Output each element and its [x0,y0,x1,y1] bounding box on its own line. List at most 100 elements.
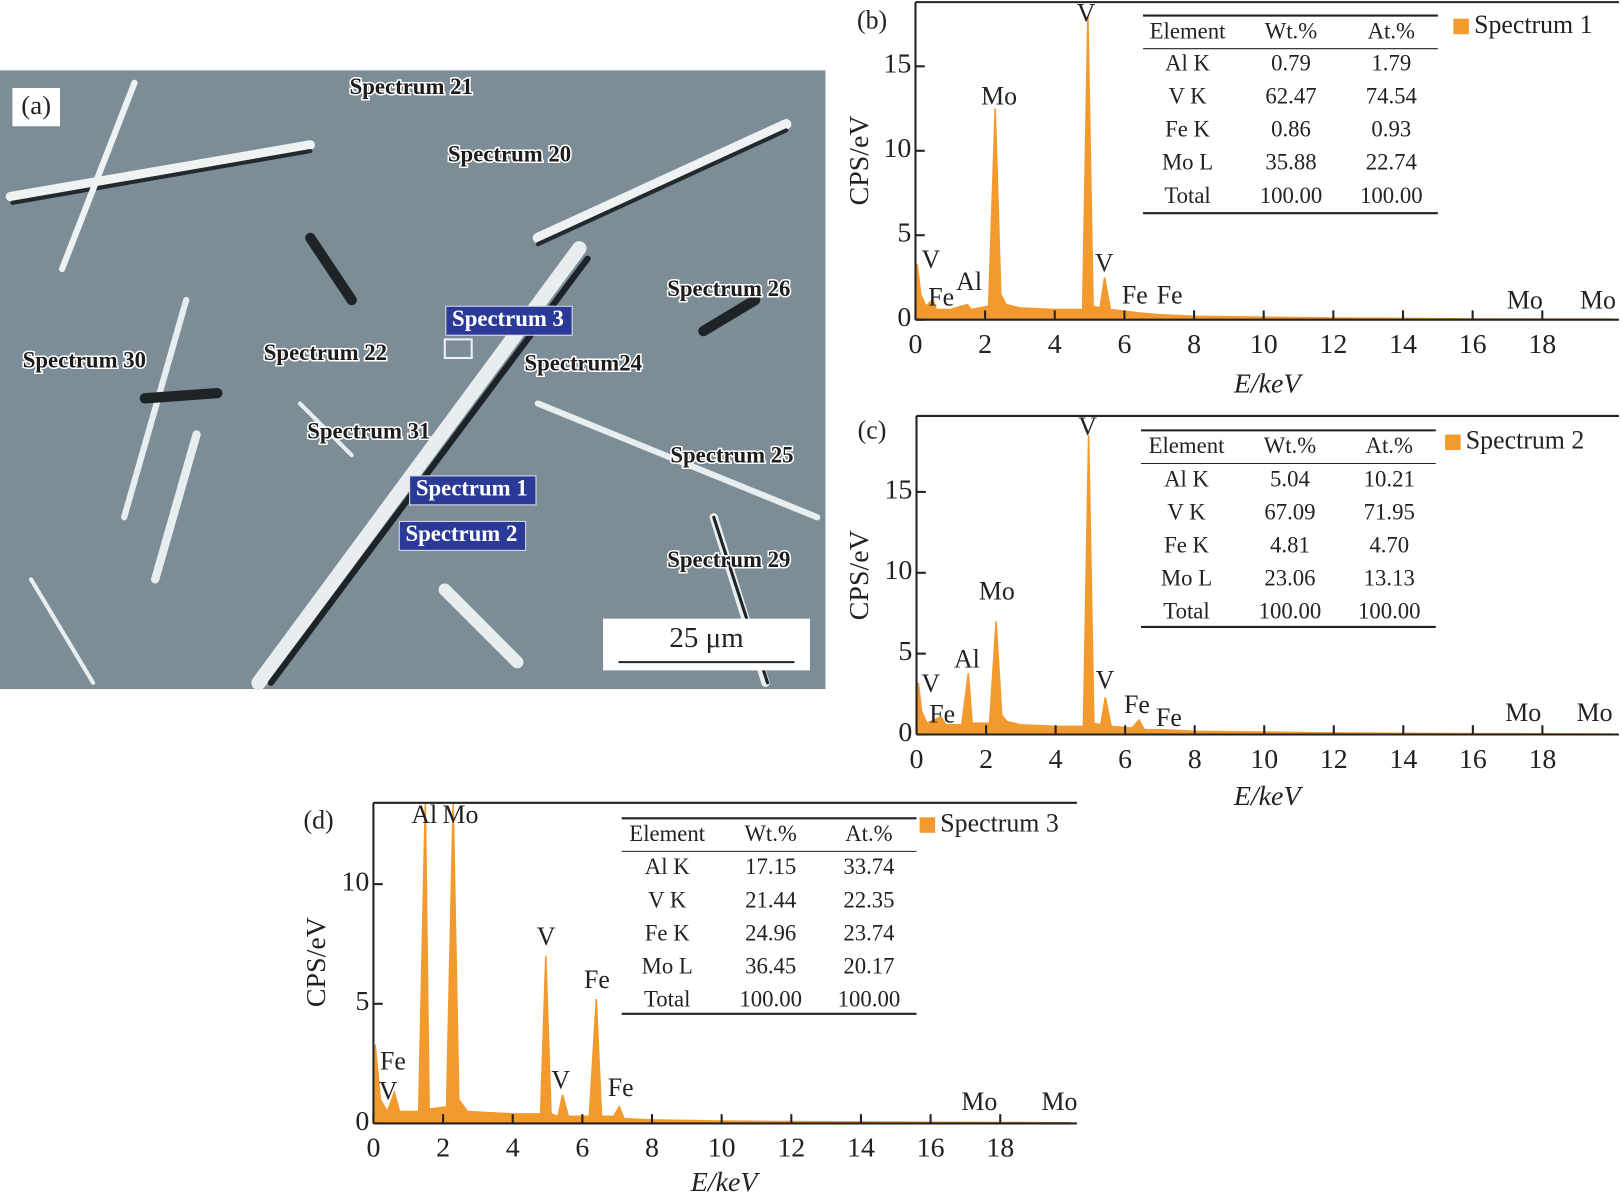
table-cell: 20.17 [843,954,894,979]
table-header: At.% [1368,18,1415,43]
y-axis-label: CPS/eV [844,530,875,620]
table-cell: Fe K [1165,117,1210,142]
table-header: Element [629,821,705,846]
x-tick-label: 8 [1187,329,1201,360]
y-tick-label: 0 [355,1106,369,1137]
table-cell: V K [648,887,687,912]
table-cell: 21.44 [745,887,797,912]
peak-label: Mo [1580,286,1616,315]
x-axis-label: E/keV [1233,368,1304,399]
y-axis-label: CPS/eV [844,115,875,205]
spectrum-area [373,802,1071,1124]
table-cell: Total [1163,599,1209,624]
table-cell: Fe K [1164,532,1209,557]
table-cell: 62.47 [1265,84,1316,109]
y-tick-label: 5 [355,986,369,1017]
legend-label: Spectrum 1 [1474,10,1593,39]
table-cell: 4.70 [1369,532,1409,557]
sem-texture [5,79,821,691]
table-cell: 4.81 [1270,532,1310,557]
spectrum-label: Spectrum 1 [416,476,528,501]
peak-label: Mo [961,1087,997,1116]
peak-label: Mo [1507,286,1543,315]
legend-swatch [1445,434,1461,451]
table-cell: 100.00 [1358,599,1421,624]
spectrum-label-box [409,475,537,506]
table-cell: 1.79 [1371,50,1411,75]
spectrum-label: Spectrum24 [524,350,642,375]
spectrum-label: Spectrum 21 [350,74,473,99]
peak-label: V [1077,0,1096,28]
table-header: At.% [845,821,892,846]
table-cell: 23.06 [1264,566,1315,591]
spectrum-label: Spectrum 29 [667,547,790,572]
x-tick-label: 14 [1389,329,1417,360]
peak-label: Mo [979,577,1015,606]
peak-label: Fe [1156,703,1182,732]
legend-label: Spectrum 2 [1466,426,1585,455]
table-cell: 13.13 [1364,566,1415,591]
peak-label: Al [954,645,980,674]
x-tick-label: 16 [1459,329,1487,360]
x-tick-label: 4 [1048,329,1062,360]
table-cell: 100.00 [1260,183,1323,208]
table-cell: 22.35 [843,887,894,912]
x-tick-label: 18 [1528,329,1556,360]
table-cell: 24.96 [745,920,796,945]
table-cell: 0.86 [1271,117,1311,142]
spectrum-label: Spectrum 25 [670,443,793,468]
spectrum-area [916,435,1613,735]
peak-label: Mo [443,800,479,829]
peak-label: Fe [929,700,955,729]
table-cell: 33.74 [843,854,895,879]
scale-bar-label: 25 μm [669,622,744,654]
y-tick-label: 10 [883,133,911,164]
x-tick-label: 6 [575,1133,589,1164]
x-tick-label: 4 [506,1133,520,1164]
table-header: Wt.% [1264,433,1316,458]
table-cell: 71.95 [1364,499,1415,524]
panel-label: (a) [21,90,51,120]
peak-label: Mo [981,81,1017,110]
x-tick-label: 6 [1118,744,1132,775]
table-cell: Mo L [1162,150,1213,175]
y-tick-label: 15 [883,49,911,80]
x-tick-label: 8 [1188,744,1202,775]
spectrum-label: Spectrum 26 [667,276,790,301]
y-tick-label: 0 [897,302,911,333]
peak-label: Fe [380,1047,406,1076]
table-cell: 35.88 [1265,150,1316,175]
table-cell: Fe K [645,920,690,945]
peak-label: Fe [1124,690,1150,719]
spectrum-chart: 0 2 4 6 8 10 12 14 16 18051015(c)CPS/eVE/keVVFeAl… [844,412,1619,812]
table-header: Element [1150,18,1226,43]
peak-label: Al [411,800,437,829]
spectrum-label: Spectrum 31 [307,419,430,444]
y-tick-label: 5 [897,218,911,249]
peak-label: V [1096,666,1115,695]
peak-label: V [537,922,556,951]
x-tick-label: 14 [1389,744,1417,775]
peak-label: V [551,1066,570,1095]
x-tick-label: 12 [777,1133,805,1164]
x-tick-label: 14 [847,1133,875,1164]
table-cell: 100.00 [739,987,802,1012]
peak-label: Mo [1505,698,1541,727]
table-cell: 36.45 [745,954,796,979]
panel-label: (c) [858,415,887,444]
spectrum-label: Spectrum 2 [406,521,518,546]
sem-image: (a) 25 μm [0,70,826,691]
table-header: Element [1149,433,1225,458]
table-cell: 67.09 [1264,499,1315,524]
peak-label: Fe [608,1073,634,1102]
x-tick-label: 2 [978,329,992,360]
panel-label: (b) [857,6,887,35]
panel-label: (d) [304,805,334,834]
y-tick-label: 0 [898,717,912,748]
x-tick-label: 0 [909,329,923,360]
x-tick-label: 4 [1049,744,1063,775]
spectrum-area [915,15,1613,320]
y-axis-label: CPS/eV [301,917,332,1007]
x-tick-label: 6 [1117,329,1131,360]
